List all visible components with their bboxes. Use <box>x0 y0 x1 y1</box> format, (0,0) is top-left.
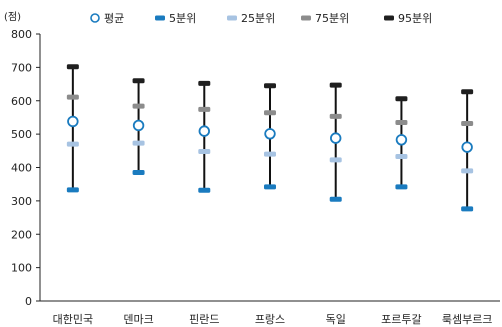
x-category-labels: 대한민국 덴마크 핀란드 프랑스 독일 포르투갈 룩셈부르크 <box>53 312 493 326</box>
legend: 평균 5분위 25분위 75분위 95분위 <box>90 12 432 25</box>
chart-marks <box>66 64 474 212</box>
marker-mean <box>67 115 79 128</box>
marker-5분위 <box>264 184 276 190</box>
marker-95분위 <box>198 80 211 86</box>
marker-mean <box>461 141 473 153</box>
x-category-label: 대한민국 <box>53 313 93 326</box>
marker-5분위 <box>395 184 408 190</box>
legend-item: 95분위 <box>384 12 432 25</box>
legend-item: 5분위 <box>155 12 196 25</box>
y-tick-label: 300 <box>11 195 32 208</box>
marker-95분위 <box>264 83 276 89</box>
marker-mean <box>264 128 276 140</box>
legend-label: 75분위 <box>315 12 349 25</box>
y-ticks: 0 100 200 300 400 500 600 700 800 <box>11 28 40 308</box>
marker-25분위 <box>198 148 211 154</box>
legend-item: 평균 <box>90 12 124 25</box>
marker-mean <box>330 132 342 144</box>
legend-marker <box>155 15 165 21</box>
legend-marker <box>227 15 237 21</box>
x-category-label: 포르투갈 <box>381 312 421 326</box>
legend-item: 25분위 <box>227 12 275 25</box>
y-tick-label: 600 <box>11 95 32 108</box>
x-category-label: 프랑스 <box>255 313 285 326</box>
y-tick-label: 800 <box>11 28 32 41</box>
legend-label: 평균 <box>104 12 124 25</box>
y-tick-label: 700 <box>11 61 32 74</box>
marker-5분위 <box>132 170 145 176</box>
marker-5분위 <box>461 206 474 212</box>
y-tick-label: 500 <box>11 128 32 141</box>
marker-95분위 <box>461 89 474 95</box>
marker-5분위 <box>198 187 211 193</box>
marker-mean <box>198 125 210 137</box>
y-tick-label: 200 <box>11 228 32 241</box>
marker-25분위 <box>395 153 408 159</box>
legend-marker <box>90 13 100 23</box>
y-tick-label: 400 <box>11 162 32 175</box>
marker-5분위 <box>329 196 342 202</box>
legend-marker <box>301 15 311 21</box>
marker-25분위 <box>461 168 474 174</box>
marker-5분위 <box>66 187 79 193</box>
y-unit-label: (점) <box>4 11 21 23</box>
legend-label: 25분위 <box>241 12 275 25</box>
marker-25분위 <box>66 141 79 147</box>
marker-25분위 <box>264 151 276 157</box>
marker-95분위 <box>132 78 145 84</box>
marker-25분위 <box>132 140 145 146</box>
marker-75분위 <box>461 120 474 126</box>
legend-label: 95분위 <box>398 12 432 25</box>
marker-mean <box>395 134 408 146</box>
marker-mean <box>132 119 145 132</box>
marker-95분위 <box>329 82 342 88</box>
x-category-label: 덴마크 <box>123 313 153 326</box>
marker-95분위 <box>66 64 79 70</box>
marker-75분위 <box>198 106 211 112</box>
x-category-label: 룩셈부르크 <box>442 313 493 326</box>
legend-label: 5분위 <box>169 12 196 25</box>
marker-25분위 <box>329 157 342 163</box>
y-tick-label: 100 <box>11 262 32 275</box>
marker-75분위 <box>132 103 145 109</box>
marker-75분위 <box>395 119 408 125</box>
x-category-label: 독일 <box>326 312 346 326</box>
marker-75분위 <box>264 110 276 116</box>
x-category-label: 핀란드 <box>189 313 219 326</box>
y-tick-label: 0 <box>25 295 32 308</box>
marker-75분위 <box>329 113 342 119</box>
legend-item: 75분위 <box>301 12 349 25</box>
marker-95분위 <box>395 96 408 102</box>
marker-75분위 <box>66 94 79 100</box>
legend-marker <box>384 15 394 21</box>
